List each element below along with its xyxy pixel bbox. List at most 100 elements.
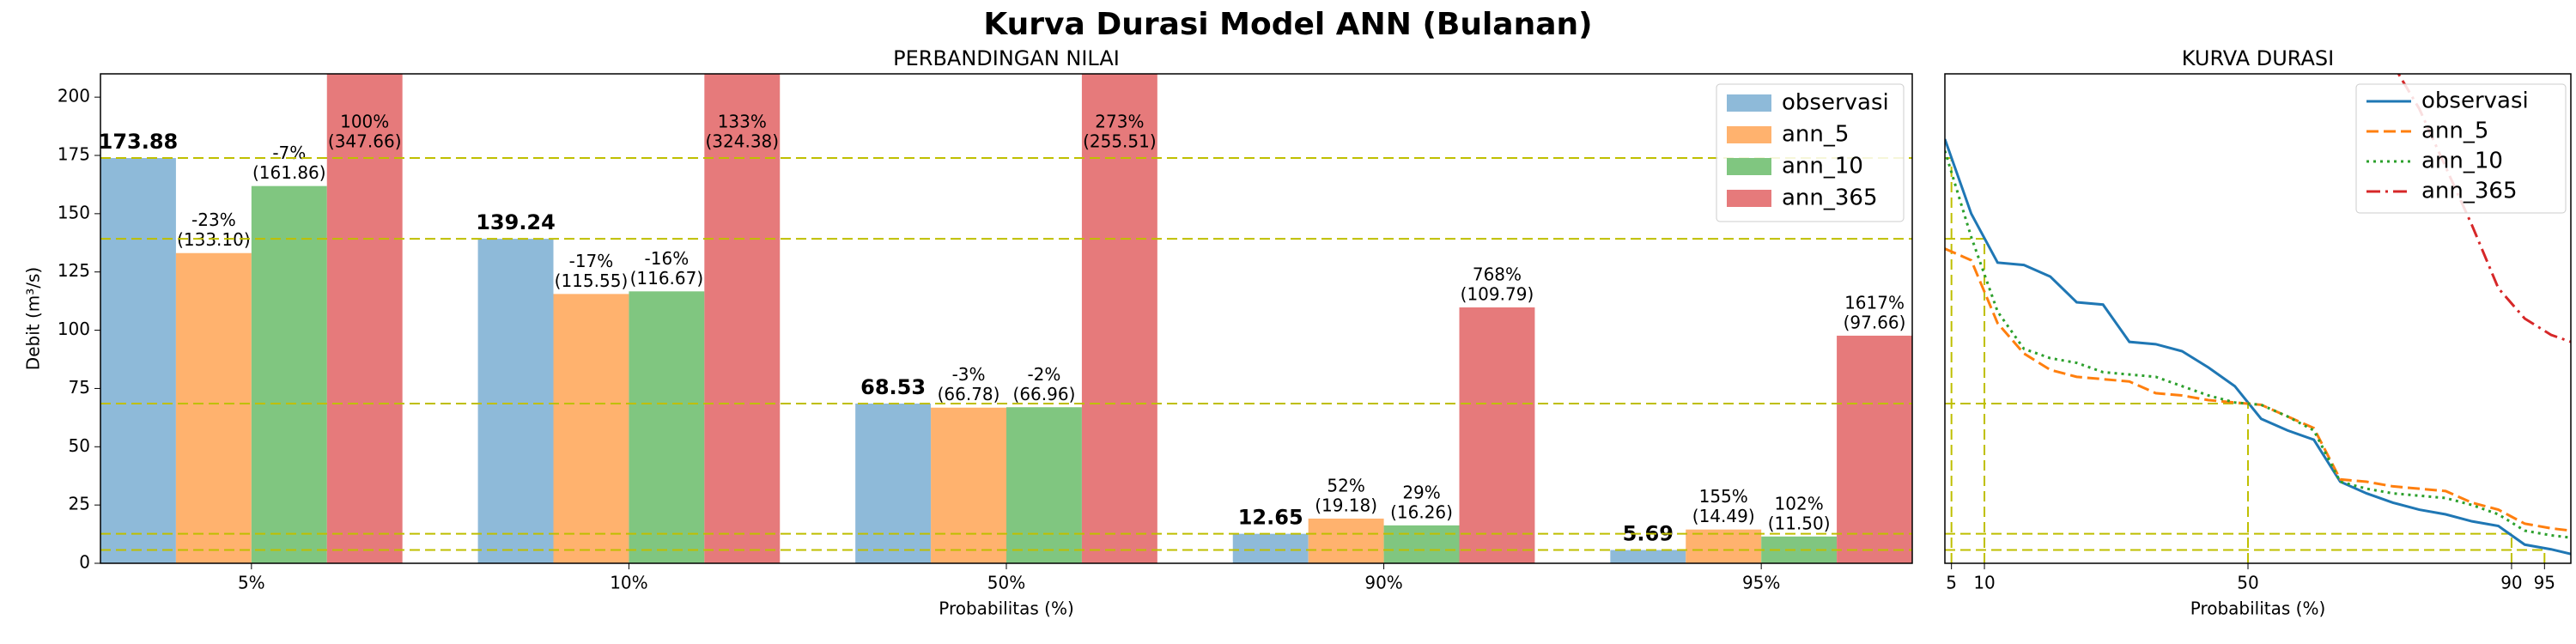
legend-swatch	[1727, 94, 1771, 112]
bar	[855, 403, 932, 563]
change-label: 1617%	[1844, 292, 1905, 313]
change-label: 155%	[1699, 486, 1748, 507]
x-tick-label: 10	[1973, 573, 1995, 593]
x-axis-label: Probabilitas (%)	[939, 598, 1074, 619]
value-label: (133.10)	[177, 229, 251, 250]
x-tick-label: 90	[2500, 573, 2522, 593]
legend-label: ann_365	[1782, 185, 1878, 211]
legend-label: ann_10	[2421, 149, 2503, 174]
legend-label: ann_10	[1782, 154, 1863, 179]
bar	[553, 294, 629, 563]
value-label: (11.50)	[1768, 513, 1831, 533]
bar	[629, 291, 705, 563]
axes-frame	[1944, 73, 2572, 564]
change-label: -2%	[1027, 364, 1060, 385]
bar	[1383, 525, 1460, 563]
change-label: -23%	[191, 210, 236, 230]
legend-label: observasi	[1782, 90, 1889, 116]
x-tick-label: 5%	[238, 573, 265, 593]
bar	[1837, 335, 1912, 563]
y-axis-label: Debit (m³/s)	[23, 267, 44, 370]
value-label: 12.65	[1238, 506, 1303, 530]
bar	[1459, 307, 1535, 563]
line-series	[1945, 150, 2571, 539]
bar	[175, 252, 252, 563]
figure-title: Kurva Durasi Model ANN (Bulanan)	[983, 7, 1592, 42]
x-tick-label: 90%	[1364, 573, 1402, 593]
change-label: 133%	[718, 112, 767, 132]
value-label: 139.24	[476, 210, 556, 234]
plot-area	[100, 74, 1912, 563]
y-tick-label: 150	[58, 202, 90, 222]
y-tick-label: 0	[79, 552, 90, 573]
change-label: 273%	[1095, 112, 1144, 132]
change-label: 768%	[1473, 264, 1522, 284]
bar	[1006, 407, 1082, 563]
legend-label: observasi	[2421, 88, 2529, 114]
y-tick-label: 50	[69, 435, 90, 456]
value-label: 68.53	[860, 375, 926, 399]
value-label: 173.88	[99, 130, 179, 154]
value-label: (109.79)	[1461, 283, 1534, 304]
value-label: (255.51)	[1083, 131, 1157, 152]
bar	[1610, 550, 1686, 563]
plot-area	[1945, 74, 2571, 563]
change-label: 29%	[1402, 482, 1440, 502]
bar	[1081, 74, 1157, 563]
legend-label: ann_5	[1782, 122, 1849, 148]
line-series	[2397, 74, 2571, 343]
change-label: 100%	[340, 112, 389, 132]
value-label: (19.18)	[1315, 495, 1377, 515]
x-axis-label: Probabilitas (%)	[2190, 598, 2326, 619]
bar	[1686, 529, 1762, 563]
y-tick-label: 200	[58, 86, 90, 106]
y-tick-label: 175	[58, 144, 90, 165]
y-tick-label: 75	[69, 377, 90, 398]
value-label: (324.38)	[705, 131, 779, 152]
change-label: 102%	[1775, 493, 1824, 513]
legend-swatch	[1727, 190, 1771, 207]
value-label: (161.86)	[252, 162, 326, 183]
line-series	[1945, 138, 2571, 556]
bar	[1232, 533, 1309, 563]
x-tick-label: 50	[2237, 573, 2258, 593]
x-tick-label: 5	[1946, 573, 1957, 593]
x-tick-label: 50%	[987, 573, 1025, 593]
value-label: (66.96)	[1013, 384, 1076, 404]
bar	[251, 185, 327, 563]
change-label: -17%	[569, 251, 614, 271]
bar	[100, 158, 176, 563]
change-label: -3%	[952, 364, 986, 385]
line-series	[1945, 247, 2571, 532]
y-tick-label: 125	[58, 260, 90, 281]
x-tick-label: 10%	[610, 573, 647, 593]
change-label: 52%	[1327, 475, 1364, 495]
legend-box	[2355, 83, 2567, 214]
y-tick-label: 100	[58, 319, 90, 339]
axes-frame	[100, 73, 1913, 564]
value-label: (97.66)	[1844, 312, 1906, 332]
legend-box	[1716, 83, 1905, 222]
y-tick-label: 25	[69, 494, 90, 514]
change-label: -16%	[645, 248, 690, 269]
bar	[477, 239, 554, 563]
legend-swatch	[1727, 158, 1771, 175]
legend-swatch	[1727, 126, 1771, 143]
value-label: (347.66)	[328, 131, 402, 152]
value-label: (16.26)	[1390, 501, 1453, 522]
change-label: -7%	[272, 143, 306, 163]
x-tick-label: 95	[2534, 573, 2555, 593]
x-tick-label: 95%	[1742, 573, 1780, 593]
value-label: (116.67)	[630, 268, 704, 289]
legend-label: ann_5	[2421, 118, 2488, 144]
legend-label: ann_365	[2421, 179, 2518, 204]
bar	[326, 74, 403, 563]
value-label: (14.49)	[1692, 506, 1755, 526]
axes-title: KURVA DURASI	[2182, 46, 2334, 70]
value-label: (115.55)	[555, 270, 629, 291]
bar	[1308, 518, 1384, 563]
bar	[931, 407, 1006, 563]
axes-title: PERBANDINGAN NILAI	[893, 46, 1120, 70]
value-label: (66.78)	[938, 384, 1000, 404]
